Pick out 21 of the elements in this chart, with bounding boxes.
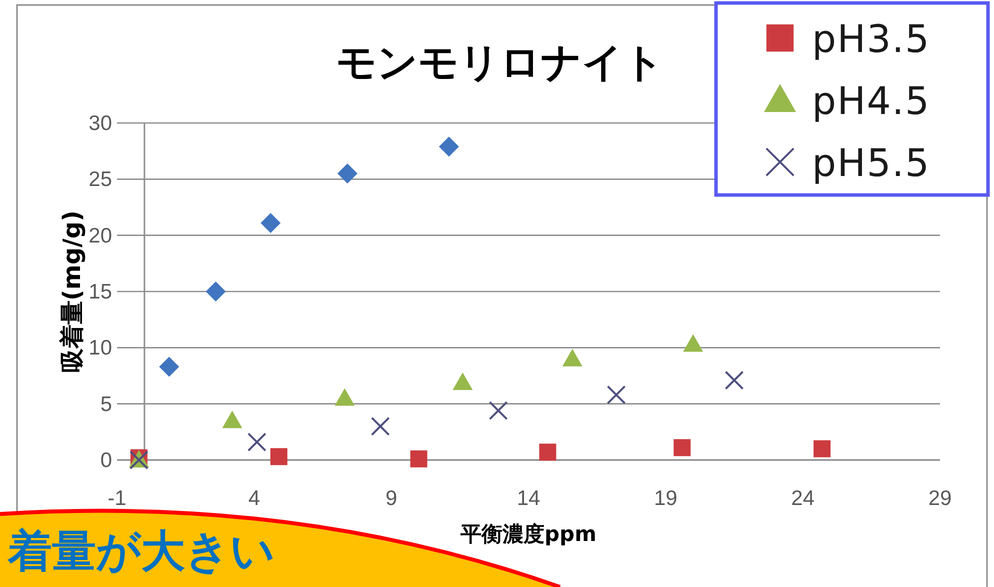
- x-tick-label: 29: [928, 487, 952, 510]
- annotation: 着量が大きい: [8, 526, 275, 577]
- legend-label: pH3.5: [812, 17, 930, 61]
- y-tick-label: 10: [88, 336, 112, 360]
- y-axis-title: 吸着量(mg/g): [58, 210, 86, 373]
- y-tick-label: 25: [88, 168, 112, 192]
- y-tick-label: 0: [100, 449, 112, 472]
- x-tick-label: 4: [248, 487, 260, 510]
- x-tick-label: 14: [516, 487, 540, 510]
- legend-label: pH4.5: [812, 79, 930, 123]
- legend-label: pH5.5: [812, 141, 930, 185]
- x-tick-label: 24: [791, 487, 815, 510]
- y-tick-label: 30: [88, 112, 112, 135]
- x-tick-label: -1: [108, 487, 126, 510]
- y-tick-label: 15: [88, 280, 112, 304]
- x-tick-label: 19: [654, 487, 678, 510]
- y-tick-label: 20: [88, 224, 112, 248]
- x-axis-title: 平衡濃度ppm: [460, 522, 596, 546]
- title: モンモリロナイト: [336, 40, 664, 86]
- x-tick-label: 9: [386, 487, 398, 510]
- y-tick-label: 5: [100, 392, 112, 416]
